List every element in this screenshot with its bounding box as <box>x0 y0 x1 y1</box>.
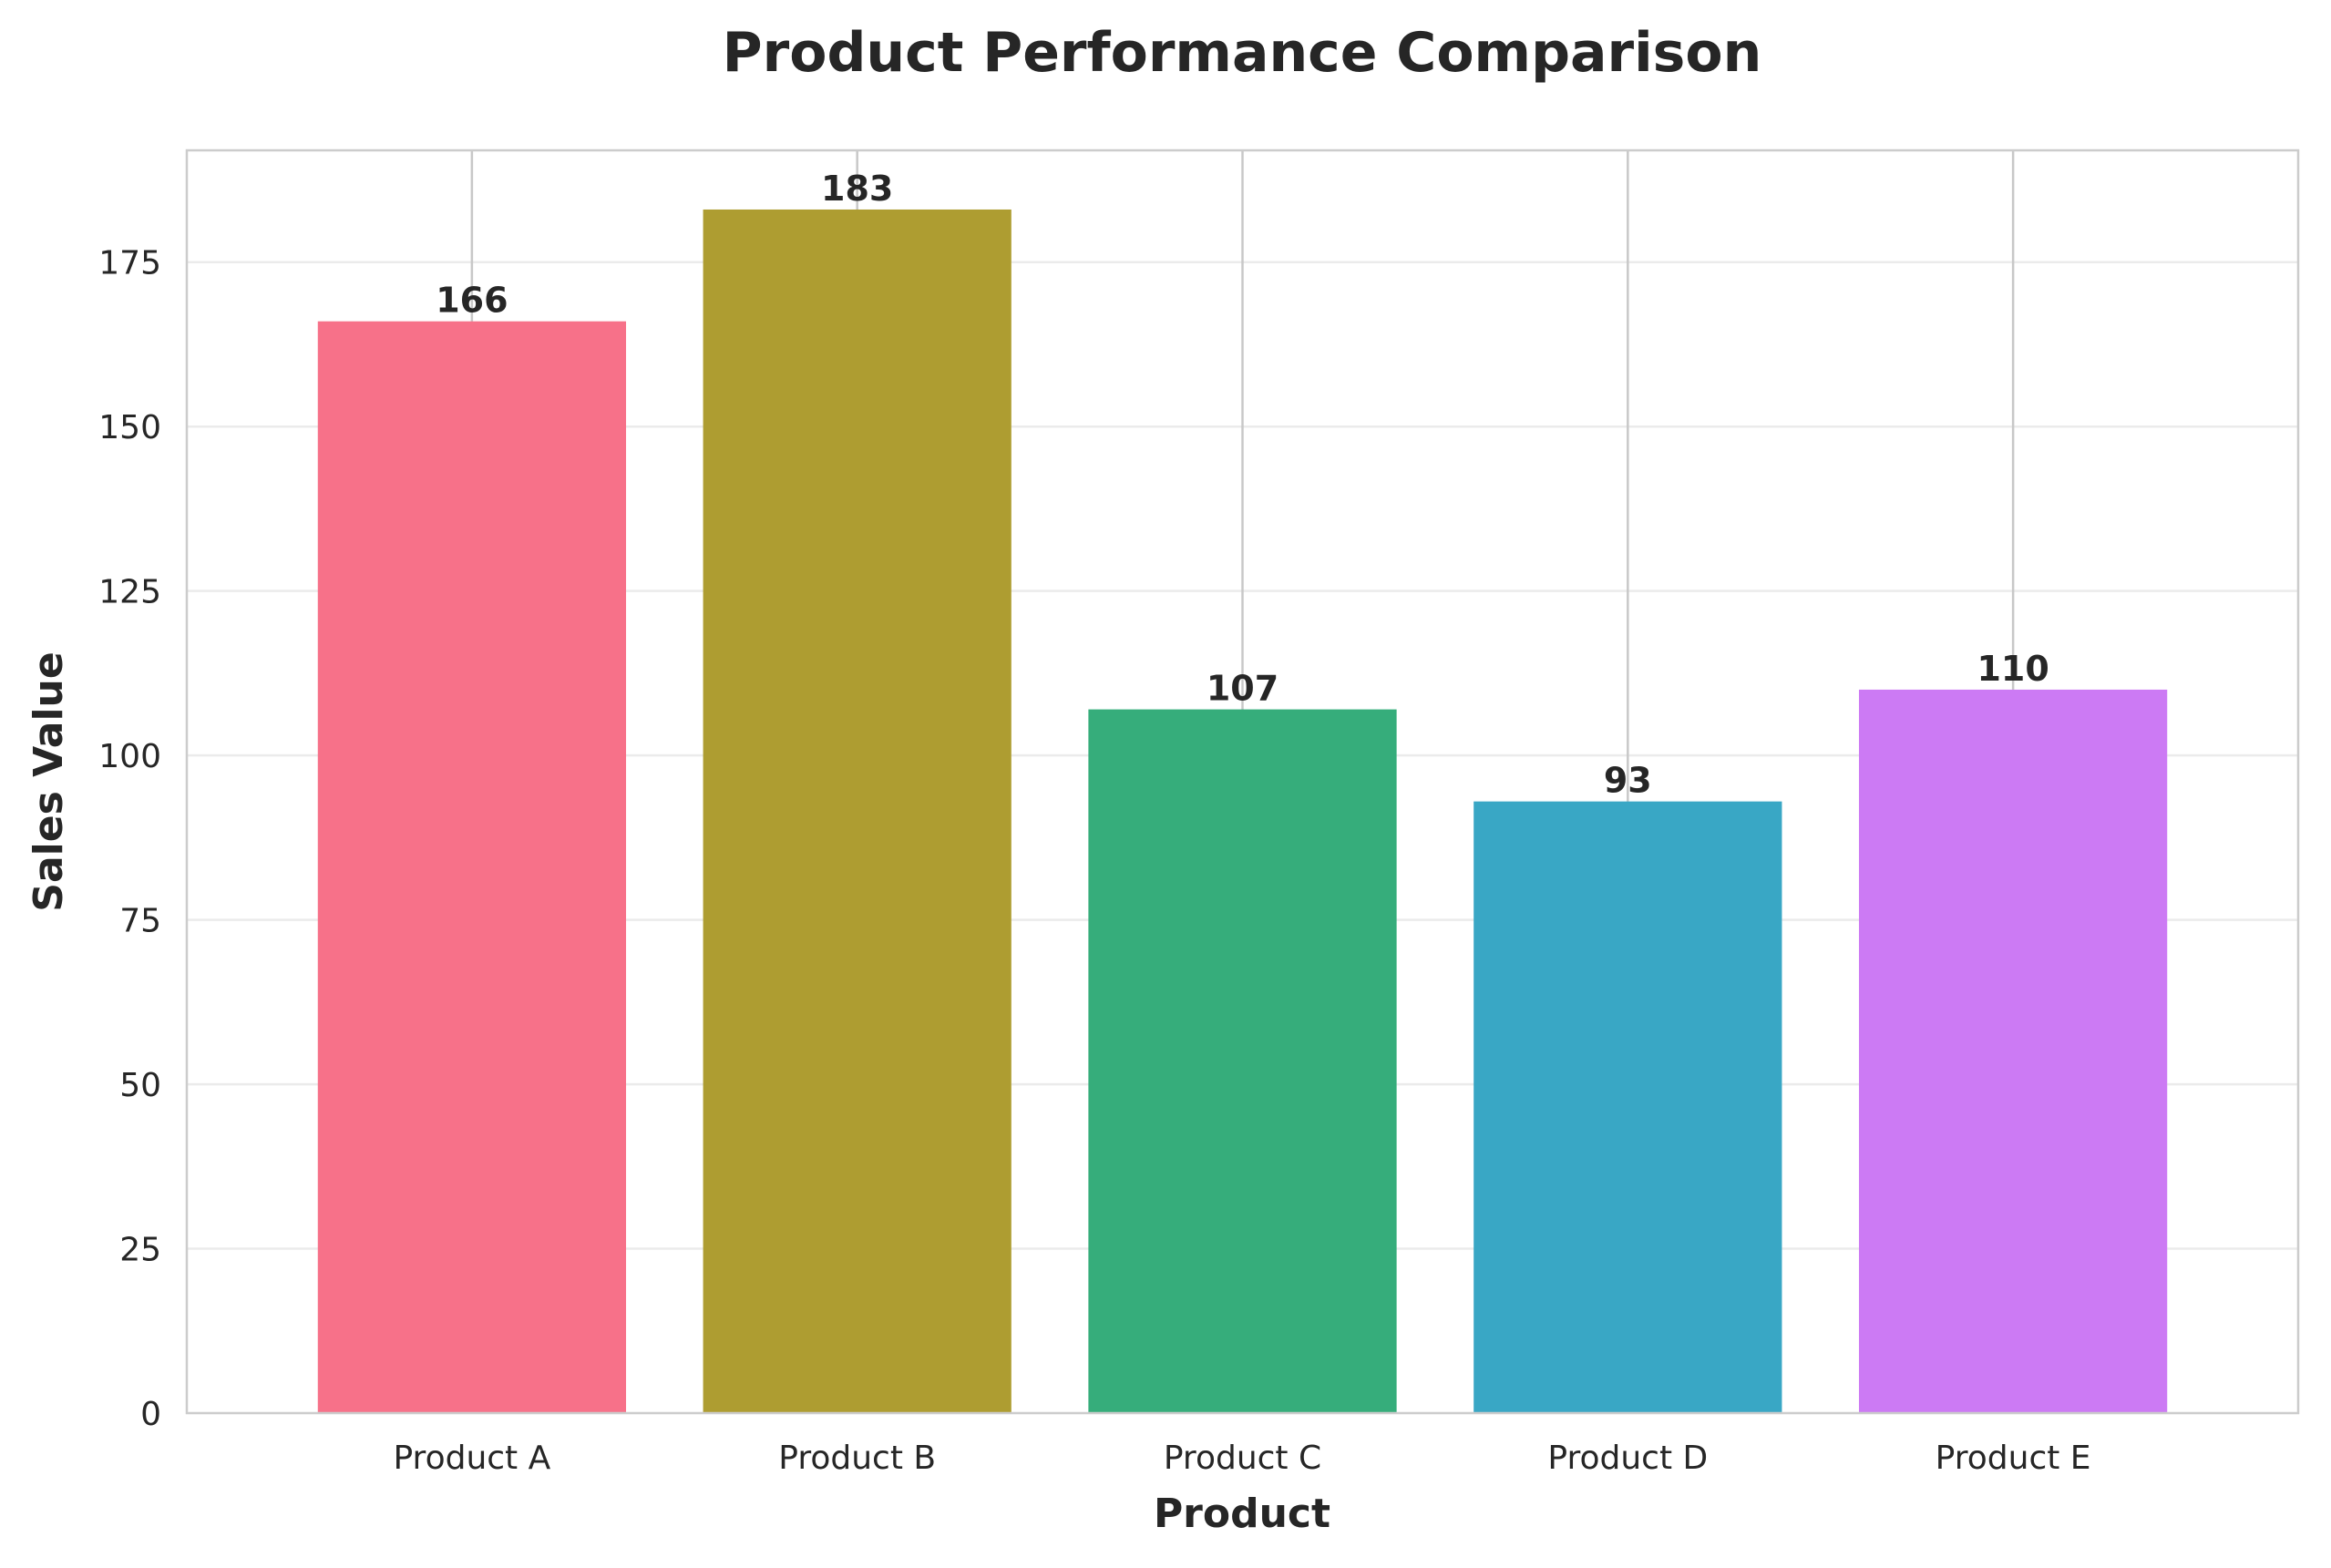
axes <box>185 149 2300 1415</box>
y-tick-label: 125 <box>98 574 161 611</box>
data-label: 107 <box>1207 669 1278 709</box>
y-tick-label: 50 <box>119 1067 161 1104</box>
data-label: 110 <box>1977 649 2049 689</box>
x-tick-label: Product C <box>1164 1440 1321 1477</box>
bar <box>1474 801 1782 1413</box>
data-labels: 166 183 107 93 110 <box>436 169 2049 801</box>
bars <box>317 209 2168 1413</box>
x-tick-label: Product B <box>778 1440 936 1477</box>
x-axis-label: Product <box>1154 1491 1330 1537</box>
y-tick-label: 175 <box>98 245 161 282</box>
y-axis-label: Sales Value <box>26 651 72 911</box>
y-tick-label: 150 <box>98 409 161 446</box>
y-tick-label: 100 <box>98 738 161 775</box>
data-label: 93 <box>1604 761 1652 801</box>
bar <box>1088 709 1397 1413</box>
x-tick-label: Product D <box>1547 1440 1708 1477</box>
bar <box>1858 689 2168 1413</box>
x-tick-label: Product A <box>393 1440 550 1477</box>
y-tick-label: 0 <box>140 1396 161 1433</box>
plot-frame <box>185 149 2300 1415</box>
data-label: 166 <box>436 281 508 321</box>
chart-title: Product Performance Comparison <box>723 21 1762 85</box>
x-tick-labels: Product A Product B Product C Product D Prod… <box>393 1440 2090 1477</box>
y-tick-labels: 0 25 50 75 100 125 150 175 <box>98 245 161 1433</box>
y-tick-label: 75 <box>119 903 161 940</box>
y-tick-label: 25 <box>119 1232 161 1269</box>
data-label: 183 <box>821 169 893 209</box>
bar <box>703 209 1011 1413</box>
bar <box>317 321 627 1413</box>
x-tick-label: Product E <box>1936 1440 2091 1477</box>
